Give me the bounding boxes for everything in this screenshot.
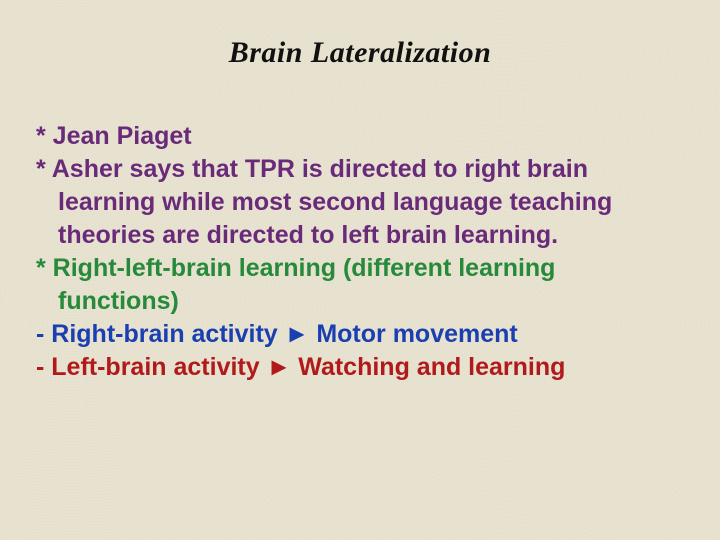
- bullet-piaget: * Jean Piaget: [36, 120, 684, 153]
- bullet-rightbrain: - Right-brain activity ► Motor movement: [36, 318, 684, 351]
- slide: Brain Lateralization * Jean Piaget * Ash…: [0, 0, 720, 540]
- bullet-rightleft-line1: * Right-left-brain learning (different l…: [36, 252, 684, 285]
- bullet-asher-line2: learning while most second language teac…: [36, 186, 684, 219]
- bullet-rightleft-line2: functions): [36, 285, 684, 318]
- slide-title: Brain Lateralization: [36, 36, 684, 70]
- bullet-leftbrain: - Left-brain activity ► Watching and lea…: [36, 351, 684, 384]
- slide-content: * Jean Piaget * Asher says that TPR is d…: [36, 120, 684, 384]
- bullet-asher-line1: * Asher says that TPR is directed to rig…: [36, 153, 684, 186]
- bullet-asher-line3: theories are directed to left brain lear…: [36, 219, 684, 252]
